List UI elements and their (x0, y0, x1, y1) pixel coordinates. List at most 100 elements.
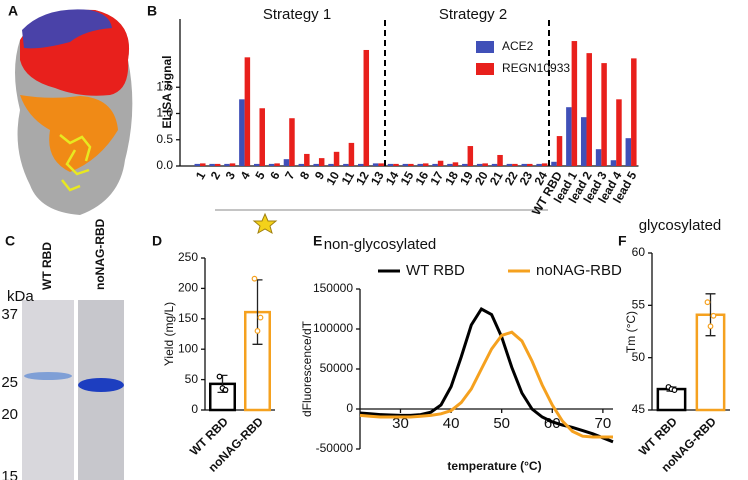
y-tick-label: 50 (632, 350, 646, 364)
y-tick-label: 60 (632, 245, 646, 259)
y-tick-label: 0 (346, 401, 353, 415)
bar (556, 136, 563, 166)
bar (372, 163, 379, 166)
bar (244, 57, 251, 167)
y-axis-label: Yield (mg/L) (162, 302, 176, 366)
lane-label: noNAG-RBD (93, 218, 107, 290)
y-tick-label: 50000 (320, 361, 354, 375)
y-tick-label: 0.0 (156, 158, 173, 172)
panel-label: A (8, 3, 18, 19)
gel-unit: kDa (7, 288, 34, 305)
legend-label: WT RBD (406, 262, 465, 279)
bar (432, 163, 438, 166)
bar (506, 163, 513, 166)
x-tick-label: 6 (267, 169, 283, 182)
structure (15, 9, 133, 215)
bar (348, 142, 355, 166)
panel-label: C (5, 233, 15, 249)
surface-blue (22, 9, 112, 49)
x-tick-label: 12 (353, 169, 372, 188)
x-tick-label: 13 (368, 169, 387, 188)
surface-orange (20, 95, 118, 172)
data-point (216, 373, 223, 380)
bar (476, 163, 483, 166)
gel (22, 300, 124, 480)
bar (229, 163, 236, 166)
data-point (251, 275, 258, 282)
data-point (257, 314, 264, 321)
y-axis-label: Tm (°C) (624, 311, 638, 353)
bar (512, 163, 518, 166)
bar (541, 163, 548, 166)
bar (289, 118, 295, 166)
bar (408, 163, 414, 166)
bar (333, 151, 340, 166)
bar (209, 163, 215, 166)
data-point (254, 328, 261, 334)
y-tick-label: 100000 (313, 321, 353, 335)
y-tick-label: 150000 (313, 281, 353, 295)
y-tick-label: 150 (178, 311, 198, 325)
bar (194, 163, 201, 166)
y-tick-label: 55 (632, 298, 646, 312)
band (24, 372, 72, 380)
x-tick-label: 40 (443, 415, 460, 432)
bar (616, 99, 622, 166)
bar (452, 162, 459, 166)
bar (467, 146, 474, 166)
x-tick-label: 70 (595, 415, 612, 432)
data-point (671, 387, 678, 394)
bar (304, 153, 310, 166)
x-tick-label: 3 (223, 169, 239, 182)
bar (437, 160, 444, 166)
legend-label: noNAG-RBD (536, 262, 622, 279)
x-tick-label: 10 (323, 169, 342, 188)
x-tick-label: 21 (487, 169, 506, 188)
y-axis-label: dFluorescence/dT (300, 320, 314, 417)
x-tick-label: 7 (282, 169, 298, 182)
bar (200, 163, 206, 166)
line (359, 330, 613, 439)
bar (631, 58, 637, 166)
bar (586, 53, 592, 166)
bar (224, 163, 230, 166)
x-tick-label: 30 (392, 415, 409, 432)
bar (268, 163, 275, 166)
legend-swatch (476, 41, 494, 53)
bar (363, 49, 370, 166)
bar (283, 159, 290, 166)
legend-swatch (476, 63, 494, 75)
y-tick-label: -50000 (316, 441, 354, 455)
data-point (704, 299, 711, 306)
line (359, 307, 614, 444)
bar (318, 158, 325, 166)
bar (358, 163, 364, 166)
group-label: glycosylated (639, 217, 722, 234)
bar (656, 387, 687, 412)
annotation: Strategy 2 (439, 6, 507, 23)
marker-label: 37 (1, 306, 18, 323)
bar (482, 163, 488, 166)
bar (551, 161, 557, 166)
x-axis-label: temperature (°C) (447, 459, 541, 473)
y-tick-label: 1.0 (156, 106, 173, 120)
y-tick-label: 1.5 (156, 79, 173, 93)
bar (417, 163, 423, 166)
marker-label: 15 (1, 468, 18, 480)
legend-label: REGN10933 (502, 61, 570, 75)
bar (214, 163, 221, 166)
panel-label: D (152, 233, 162, 249)
x-tick-label: 15 (398, 169, 417, 188)
x-tick-label: 24 (531, 169, 550, 188)
y-tick-label: 45 (632, 402, 646, 416)
x-tick-label: 17 (427, 169, 446, 188)
star (252, 212, 278, 235)
bar (491, 163, 498, 166)
panel-label: E (313, 233, 322, 249)
x-tick-label: 14 (383, 169, 402, 188)
y-axis-label: ELISA signal (160, 56, 174, 129)
data-point (222, 387, 229, 393)
x-tick-label: 50 (493, 415, 510, 432)
bar (497, 154, 503, 166)
